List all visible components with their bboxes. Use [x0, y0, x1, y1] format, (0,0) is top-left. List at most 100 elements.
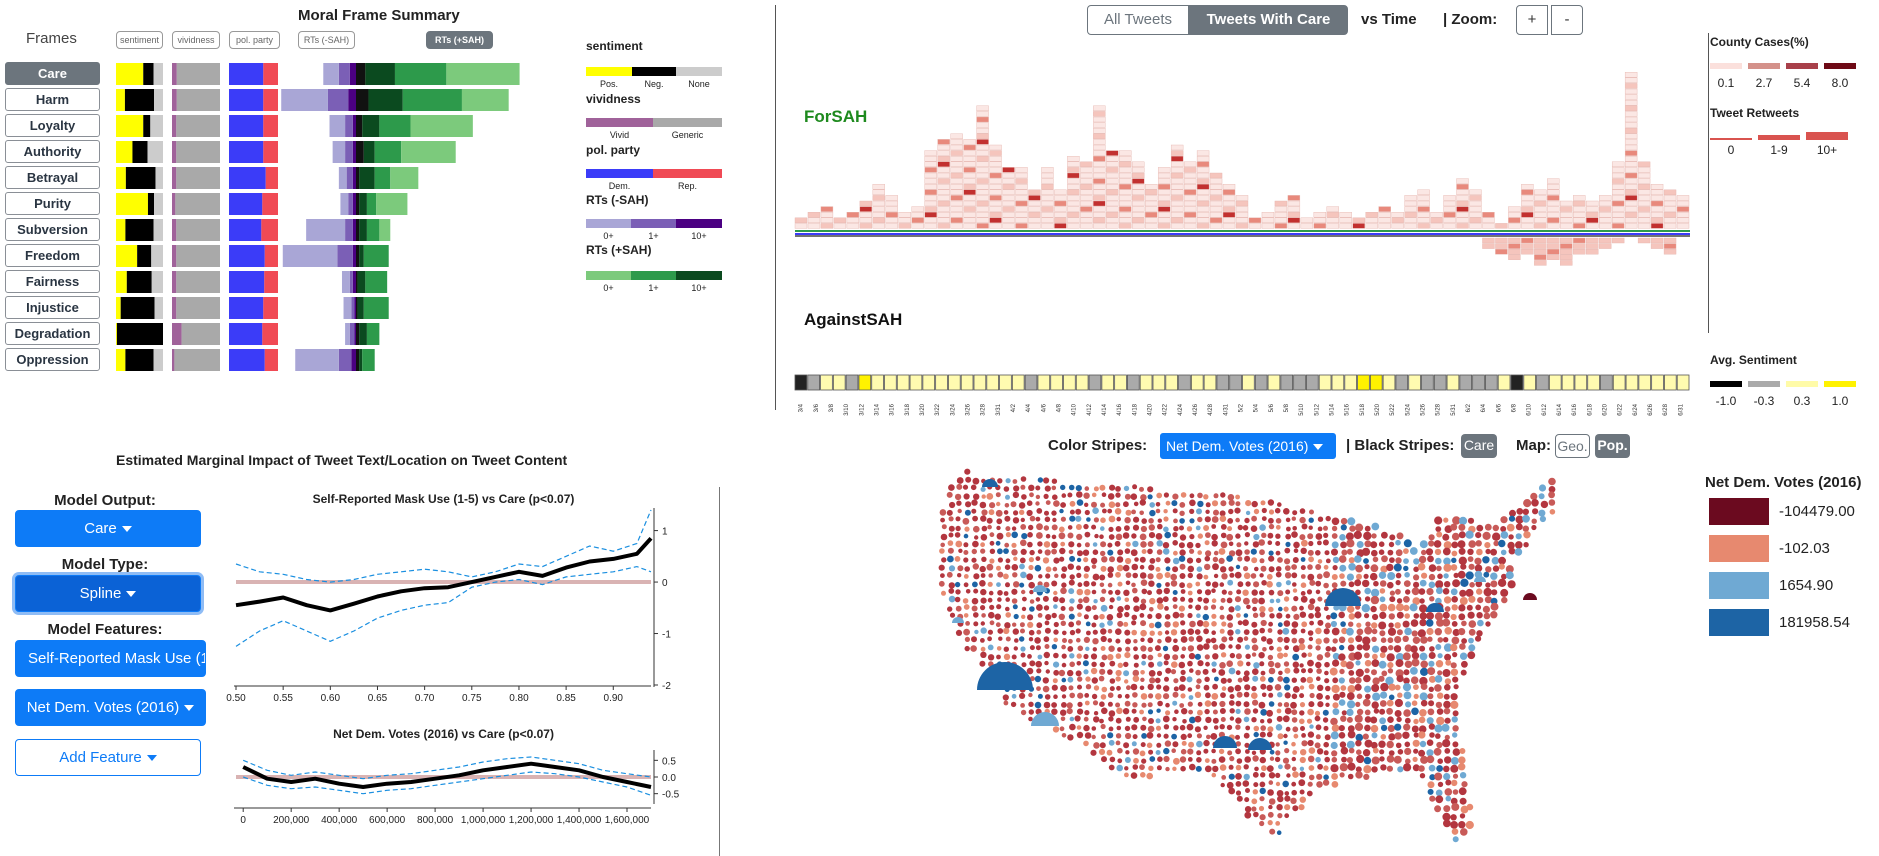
county-dot [1316, 693, 1323, 700]
county-dot [1466, 803, 1474, 811]
county-dot [1507, 580, 1516, 589]
county-dot [1205, 502, 1211, 508]
county-dot [1147, 494, 1153, 500]
county-dot [1301, 539, 1308, 547]
frame-button-care[interactable]: Care [5, 62, 100, 85]
frame-button-fairness[interactable]: Fairness [5, 270, 100, 293]
county-dot [1197, 596, 1203, 602]
rt-plus-bar [362, 115, 380, 137]
county-dot [1403, 669, 1410, 676]
county-dot [1227, 518, 1234, 524]
county-dot [1482, 605, 1490, 614]
county-dot [1147, 646, 1153, 653]
date-tick-label: 3/8 [829, 403, 835, 412]
county-dot [1299, 710, 1305, 716]
frame-button-loyalty[interactable]: Loyalty [5, 114, 100, 137]
county-dot [1059, 556, 1065, 562]
col-header-party[interactable]: pol. party [229, 31, 280, 49]
county-dot [1202, 620, 1210, 628]
for-tweet-cell [1624, 217, 1638, 224]
county-dot [1428, 564, 1437, 572]
county-dot [1299, 702, 1306, 708]
for-tweet-cell [1093, 150, 1106, 156]
county-dot [1115, 653, 1122, 659]
feature-mask-use-dropdown[interactable]: Self-Reported Mask Use (1 [15, 640, 206, 677]
black-stripes-care-button[interactable]: Care [1461, 434, 1497, 458]
county-dot [1109, 597, 1115, 603]
county-dot [1189, 518, 1195, 524]
model-output-dropdown[interactable]: Care [15, 510, 201, 547]
frame-button-authority[interactable]: Authority [5, 140, 100, 163]
county-dot [1259, 787, 1266, 795]
all-tweets-button[interactable]: All Tweets [1087, 5, 1189, 35]
sentiment-cell [909, 374, 923, 391]
county-dot [1498, 556, 1506, 565]
county-dot [1293, 596, 1299, 602]
map-pop-button[interactable]: Pop. [1595, 434, 1630, 458]
for-tweet-cell [1222, 217, 1236, 224]
county-dot [1444, 653, 1452, 661]
county-dot [1538, 509, 1546, 517]
model-type-dropdown[interactable]: Spline [15, 575, 201, 612]
for-tweet-cell [1196, 167, 1210, 173]
feature-dem-votes-dropdown[interactable]: Net Dem. Votes (2016) [15, 689, 206, 726]
county-dot [1261, 507, 1267, 514]
county-dot [1419, 676, 1428, 686]
county-dot [1330, 612, 1338, 620]
tweets-with-care-button[interactable]: Tweets With Care [1189, 5, 1348, 35]
county-dot [955, 540, 963, 548]
frame-button-betrayal[interactable]: Betrayal [5, 166, 100, 189]
color-stripes-select[interactable]: Net Dem. Votes (2016) [1160, 433, 1336, 459]
county-dot [1500, 549, 1507, 556]
county-dot [1212, 709, 1218, 715]
county-dot [1458, 821, 1466, 829]
county-dot [996, 532, 1004, 540]
county-dot [1139, 510, 1144, 516]
zoom-in-button[interactable]: + [1516, 5, 1548, 35]
col-header-sentiment[interactable]: sentiment [116, 31, 163, 49]
add-feature-dropdown[interactable]: Add Feature [15, 739, 201, 776]
county-dot [1275, 524, 1281, 530]
county-dot [1293, 733, 1299, 739]
sentiment-cell [1433, 374, 1447, 391]
county-dot [1106, 614, 1114, 621]
col-header-rt-minus[interactable]: RTs (-SAH) [298, 31, 355, 49]
county-dot [1076, 572, 1082, 579]
county-dot [1219, 510, 1226, 517]
map-geo-button[interactable]: Geo. [1555, 434, 1590, 458]
for-tweet-cell [846, 223, 860, 229]
frame-button-purity[interactable]: Purity [5, 192, 100, 215]
col-header-vividness[interactable]: vividness [172, 31, 220, 49]
county-dot [1149, 509, 1156, 517]
date-tick-label: 4/18 [1132, 403, 1138, 415]
county-dot [1148, 518, 1154, 524]
frame-button-oppression[interactable]: Oppression [5, 348, 100, 371]
county-dot [1124, 629, 1131, 636]
county-dot [1364, 596, 1371, 602]
county-dot [1355, 771, 1363, 779]
county-dot [1411, 652, 1420, 660]
for-tweet-cell [924, 161, 937, 168]
for-tweet-cell [1028, 223, 1041, 229]
col-header-rt-plus[interactable]: RTs (+SAH) [426, 31, 493, 49]
sentiment-bar-pos [116, 297, 121, 319]
county-dot [1258, 805, 1265, 812]
for-tweet-cell [1637, 223, 1651, 229]
zoom-out-button[interactable]: - [1551, 5, 1583, 35]
county-dot [1186, 723, 1194, 731]
county-dot [1509, 509, 1516, 517]
for-tweet-cell [1183, 183, 1197, 190]
for-tweet-cell [1300, 217, 1314, 224]
county-dot [1428, 764, 1436, 772]
frame-button-degradation[interactable]: Degradation [5, 322, 100, 345]
county-dot [1434, 516, 1443, 525]
county-dot [1267, 660, 1275, 668]
frame-button-freedom[interactable]: Freedom [5, 244, 100, 267]
frame-button-subversion[interactable]: Subversion [5, 218, 100, 241]
county-dot [1141, 588, 1148, 595]
frame-button-injustice[interactable]: Injustice [5, 296, 100, 319]
rt-minus-bar [352, 115, 356, 137]
county-dot [1452, 725, 1459, 732]
frame-button-harm[interactable]: Harm [5, 88, 100, 111]
